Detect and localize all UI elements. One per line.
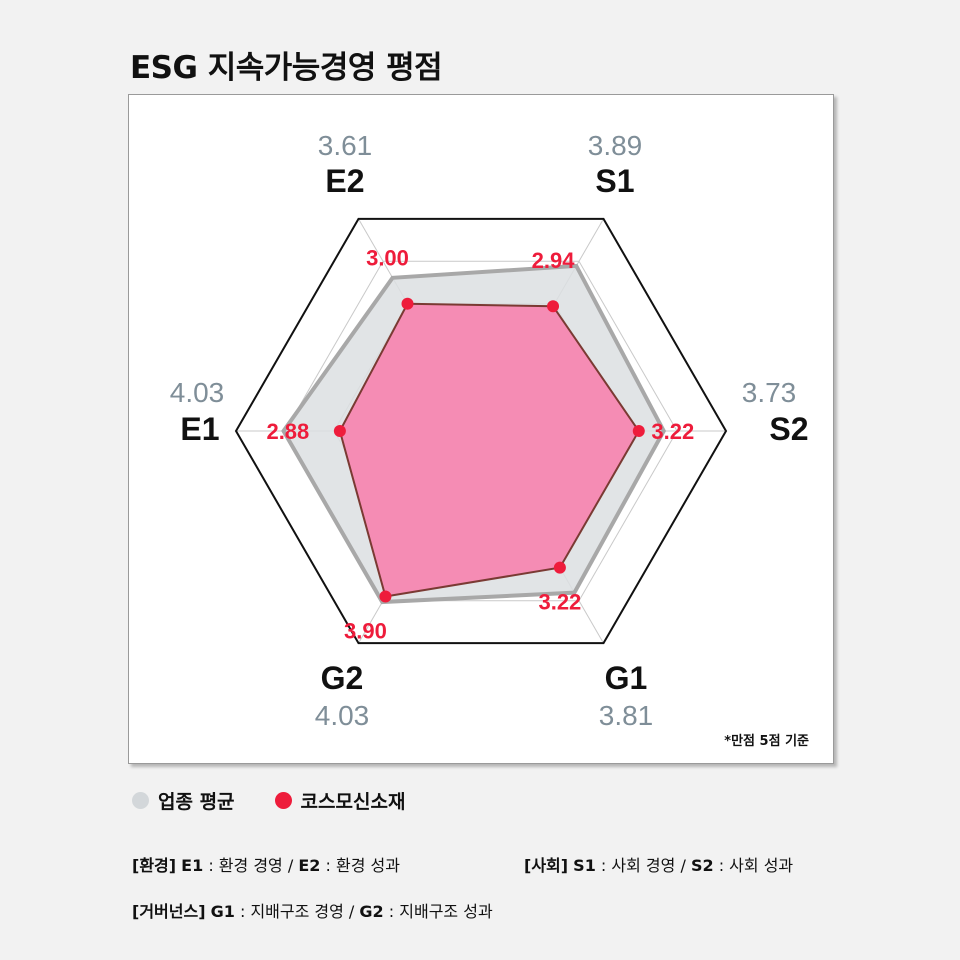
- axis-label-E1: E1: [180, 411, 219, 447]
- legend-company-swatch: [274, 792, 292, 809]
- industry-value-label-E1: 4.03: [170, 377, 225, 408]
- legend-item-company: 코스모신소재: [274, 787, 406, 814]
- company-value-label-S2: 3.22: [651, 419, 694, 444]
- desc-env-desc-1: : 환경 경영 /: [208, 856, 294, 875]
- industry-value-label-G2: 4.03: [315, 700, 370, 731]
- desc-soc-code-1: S1: [573, 856, 596, 875]
- company-point-S1: [547, 300, 560, 313]
- desc-env-code-1: E1: [181, 856, 204, 875]
- company-point-G2: [379, 590, 392, 603]
- axis-label-G2: G2: [321, 660, 364, 696]
- industry-value-label-S1: 3.89: [588, 130, 643, 161]
- desc-env-desc-2: : 환경 성과: [325, 856, 400, 875]
- legend-item-industry: 업종 평균: [132, 787, 235, 814]
- legend-company-label: 코스모신소재: [300, 791, 406, 813]
- axis-label-S2: S2: [769, 411, 808, 447]
- axis-label-S1: S1: [595, 163, 634, 199]
- company-value-label-E1: 2.88: [266, 419, 309, 444]
- grid-outer-frame: [234, 217, 728, 645]
- desc-soc-desc-2: : 사회 성과: [718, 856, 794, 875]
- desc-soc-desc-1: : 사회 경영 /: [600, 856, 686, 875]
- radar-chart: 3.00 2.943.223.223.902.88E23.61S13.89S23.…: [170, 130, 809, 731]
- desc-gov-code-2: G2: [359, 902, 384, 921]
- company-value-label-S1: 2.94: [532, 248, 576, 273]
- axis-label-E2: E2: [325, 163, 364, 199]
- desc-gov-desc-1: : 지배구조 경영 /: [239, 902, 355, 921]
- scale-note: *만점 5점 기준: [724, 734, 809, 749]
- company-point-E1: [333, 425, 346, 437]
- axis-label-G1: G1: [605, 660, 648, 696]
- desc-env-tag: [환경]: [132, 856, 177, 875]
- company-value-label-G2: 3.90: [344, 618, 387, 643]
- desc-gov-code-1: G1: [210, 902, 235, 921]
- chart-title: ESG 지속가능경영 평점: [130, 50, 443, 86]
- legend-industry-swatch: [132, 792, 149, 809]
- industry-value-label-G1: 3.81: [599, 700, 654, 731]
- desc-soc-tag: [사회]: [524, 856, 569, 875]
- company-point-S2: [632, 425, 645, 437]
- company-point-E2: [401, 297, 414, 310]
- legend: 업종 평균 코스모신소재: [132, 787, 445, 814]
- company-point-G1: [553, 561, 566, 574]
- legend-industry-label: 업종 평균: [158, 791, 235, 813]
- chart-panel: 3.00 2.94 3.22 3.22 3.90 2.88 E2 3.61 S1 3.89 S2 3.…: [128, 94, 834, 764]
- desc-gov-tag: [거버넌스]: [132, 902, 206, 921]
- desc-soc-code-2: S2: [690, 856, 714, 875]
- company-value-label-G1: 3.22: [538, 590, 581, 615]
- desc-environment: [환경] E1 : 환경 경영 / E2 : 환경 성과: [132, 852, 400, 876]
- desc-env-code-2: E2: [298, 856, 321, 875]
- desc-gov-desc-2: : 지배구조 성과: [388, 902, 493, 921]
- desc-social: [사회] S1 : 사회 경영 / S2 : 사회 성과: [524, 852, 793, 876]
- industry-value-label-S2: 3.73: [742, 377, 797, 408]
- desc-governance: [거버넌스] G1 : 지배구조 경영 / G2 : 지배구조 성과: [132, 898, 493, 922]
- industry-value-label-E2: 3.61: [318, 130, 373, 161]
- company-value-label-E2: 3.00: [366, 246, 409, 271]
